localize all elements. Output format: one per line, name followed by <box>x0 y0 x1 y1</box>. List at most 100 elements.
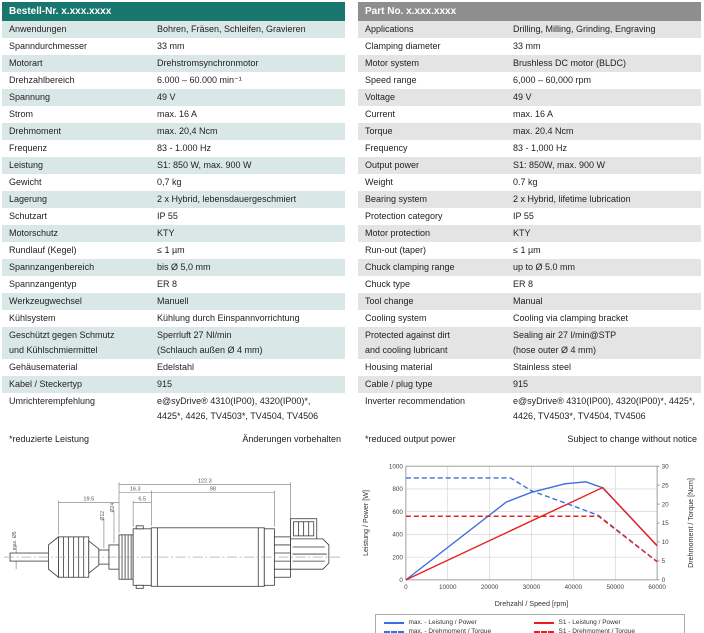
svg-text:98: 98 <box>210 486 216 492</box>
spec-value: max. 16 A <box>157 109 198 119</box>
spec-row: Gehäusematerial Edelstahl <box>2 359 345 376</box>
svg-text:6.5: 6.5 <box>138 497 146 503</box>
spec-row: Weight 0.7 kg <box>358 174 701 191</box>
spec-label: Drehmoment <box>9 126 62 136</box>
legend-label: max. - Drehmoment / Torque <box>408 628 492 633</box>
spec-value: Sperrluft 27 Nl/min (Schlauch außen Ø 4 … <box>157 330 263 355</box>
spec-value: KTY <box>513 228 531 238</box>
spec-value: up to Ø 5.0 mm <box>513 262 576 272</box>
spec-label: Bearing system <box>365 194 428 204</box>
spec-label: Tool change <box>365 296 414 306</box>
spec-row: Anwendungen Bohren, Fräsen, Schleifen, Gr… <box>2 21 345 38</box>
spec-row: Gewicht 0,7 kg <box>2 174 345 191</box>
chart-legend: max. - Leistung / Power S1 - Leistung / P… <box>374 614 685 633</box>
chart-tick-label: 10000 <box>439 584 457 591</box>
spec-row: Spannzangentyp ER 8 <box>2 276 345 293</box>
left-footnote-disclaimer: Änderungen vorbehalten <box>242 434 341 444</box>
spec-value: Manual <box>513 296 543 306</box>
chart-tick-label: 600 <box>392 509 403 516</box>
spec-label: Rundlauf (Kegel) <box>9 245 77 255</box>
spec-label: Kühlsystem <box>9 313 56 323</box>
spec-value: 915 <box>513 379 529 389</box>
spec-row: Geschützt gegen Schmutz und Kühlschmierm… <box>2 327 345 359</box>
spec-label: Cooling system <box>365 313 427 323</box>
spec-value: IP 55 <box>157 211 178 221</box>
chart-tick-label: 20 <box>662 501 669 508</box>
spec-row: Housing material Stainless steel <box>358 359 701 376</box>
spec-value: 915 <box>157 379 173 389</box>
spec-row: Spanndurchmesser 33 mm <box>2 38 345 55</box>
chart-tick-label: 50000 <box>607 584 625 591</box>
left-table-header: Bestell-Nr. x.xxx.xxxx <box>2 2 345 21</box>
spec-row: Current max. 16 A <box>358 106 701 123</box>
spec-label: Chuck type <box>365 279 411 289</box>
spec-label: Applications <box>365 24 414 34</box>
spec-label: Lagerung <box>9 194 48 204</box>
spec-row: Kabel / Steckertyp 915 <box>2 376 345 393</box>
power-torque-chart: 0 10000 20000 30000 40000 50000 60000 0 200 400 60… <box>358 460 701 633</box>
legend-label: S1 - Leistung / Power <box>558 619 621 626</box>
spec-label: Spanndurchmesser <box>9 41 88 51</box>
spindle-body <box>9 518 330 589</box>
chart-tick-label: 200 <box>392 554 403 561</box>
german-spec-column: Bestell-Nr. x.xxx.xxxx Anwendungen Bohren… <box>2 2 345 633</box>
chart-tick-label: 0 <box>662 577 666 584</box>
right-footnote-note: *reduced output power <box>365 434 456 444</box>
spec-value: IP 55 <box>513 211 534 221</box>
spec-value: Kühlung durch Einspannvorrichtung <box>157 313 300 323</box>
spec-value: S1: 850 W, max. 900 W <box>157 160 252 170</box>
spec-value: S1: 850W, max. 900 W <box>513 160 606 170</box>
technical-drawing: 122.3 16.3 98 19.5 6.5 max. Ø5 Ø12 Ø24 Ø… <box>2 474 345 626</box>
spec-row: Bearing system 2 x Hybrid, lifetime lubri… <box>358 191 701 208</box>
chart-tick-label: 800 <box>392 486 403 493</box>
spec-value: ER 8 <box>157 279 178 289</box>
spec-label: Motor system <box>365 58 420 68</box>
spec-label: Frequenz <box>9 143 48 153</box>
chart-tick-label: 0 <box>399 577 403 584</box>
spec-label: Chuck clamping range <box>365 262 455 272</box>
chart-tick-label: 1000 <box>389 463 403 470</box>
legend-item: max. - Leistung / Power <box>383 619 526 626</box>
chart-tick-label: 20000 <box>481 584 499 591</box>
spec-label: Leistung <box>9 160 44 170</box>
svg-text:122.3: 122.3 <box>198 478 212 484</box>
spec-row: Frequenz 83 - 1.000 Hz <box>2 140 345 157</box>
legend-label: max. - Leistung / Power <box>408 619 477 626</box>
left-footnote-note: *reduzierte Leistung <box>9 434 90 444</box>
spec-value: Stainless steel <box>513 362 572 372</box>
spec-value: 83 - 1.000 Hz <box>157 143 212 153</box>
spec-label: Geschützt gegen Schmutz und Kühlschmierm… <box>9 330 115 355</box>
spec-value: max. 20.4 Ncm <box>513 126 574 136</box>
spec-value: 83 - 1,000 Hz <box>513 143 568 153</box>
spec-value: 2 x Hybrid, lebensdauergeschmiert <box>157 194 297 204</box>
spec-row: Schutzart IP 55 <box>2 208 345 225</box>
legend-item: max. - Drehmoment / Torque <box>383 628 526 633</box>
spec-value: 0.7 kg <box>513 177 538 187</box>
chart-series-solid <box>405 486 658 581</box>
spec-value: e@syDrive® 4310(IP00), 4320(IP00)*, 4425… <box>513 396 695 421</box>
spec-row: Inverter recommendation e@syDrive® 4310(I… <box>358 393 701 425</box>
spec-value: 33 mm <box>157 41 185 51</box>
spindle-drawing-svg: 122.3 16.3 98 19.5 6.5 max. Ø5 Ø12 Ø24 Ø… <box>4 478 341 589</box>
spec-value: Drehstromsynchronmotor <box>157 58 259 68</box>
spec-label: Spannzangentyp <box>9 279 77 289</box>
spec-label: Gewicht <box>9 177 42 187</box>
spec-row: Motorart Drehstromsynchronmotor <box>2 55 345 72</box>
spec-value: Bohren, Fräsen, Schleifen, Gravieren <box>157 24 306 34</box>
spec-label: Anwendungen <box>9 24 67 34</box>
spec-label: Weight <box>365 177 393 187</box>
chart-series-dashed <box>405 515 658 563</box>
spec-label: Inverter recommendation <box>365 396 466 406</box>
spec-row: Speed range 6,000 – 60,000 rpm <box>358 72 701 89</box>
spec-label: Current <box>365 109 396 119</box>
legend-line-sample <box>383 630 404 633</box>
spec-value: 0,7 kg <box>157 177 182 187</box>
legend-line-sample <box>383 621 404 624</box>
spec-row: Spannzangenbereich bis Ø 5,0 mm <box>2 259 345 276</box>
svg-text:max. Ø5: max. Ø5 <box>12 531 18 550</box>
chart-tick-label: 30 <box>662 463 669 470</box>
spec-row: Voltage 49 V <box>358 89 701 106</box>
spec-value: ≤ 1 µm <box>513 245 541 255</box>
spec-label: Werkzeugwechsel <box>9 296 82 306</box>
legend-item: S1 - Drehmoment / Torque <box>533 628 676 633</box>
